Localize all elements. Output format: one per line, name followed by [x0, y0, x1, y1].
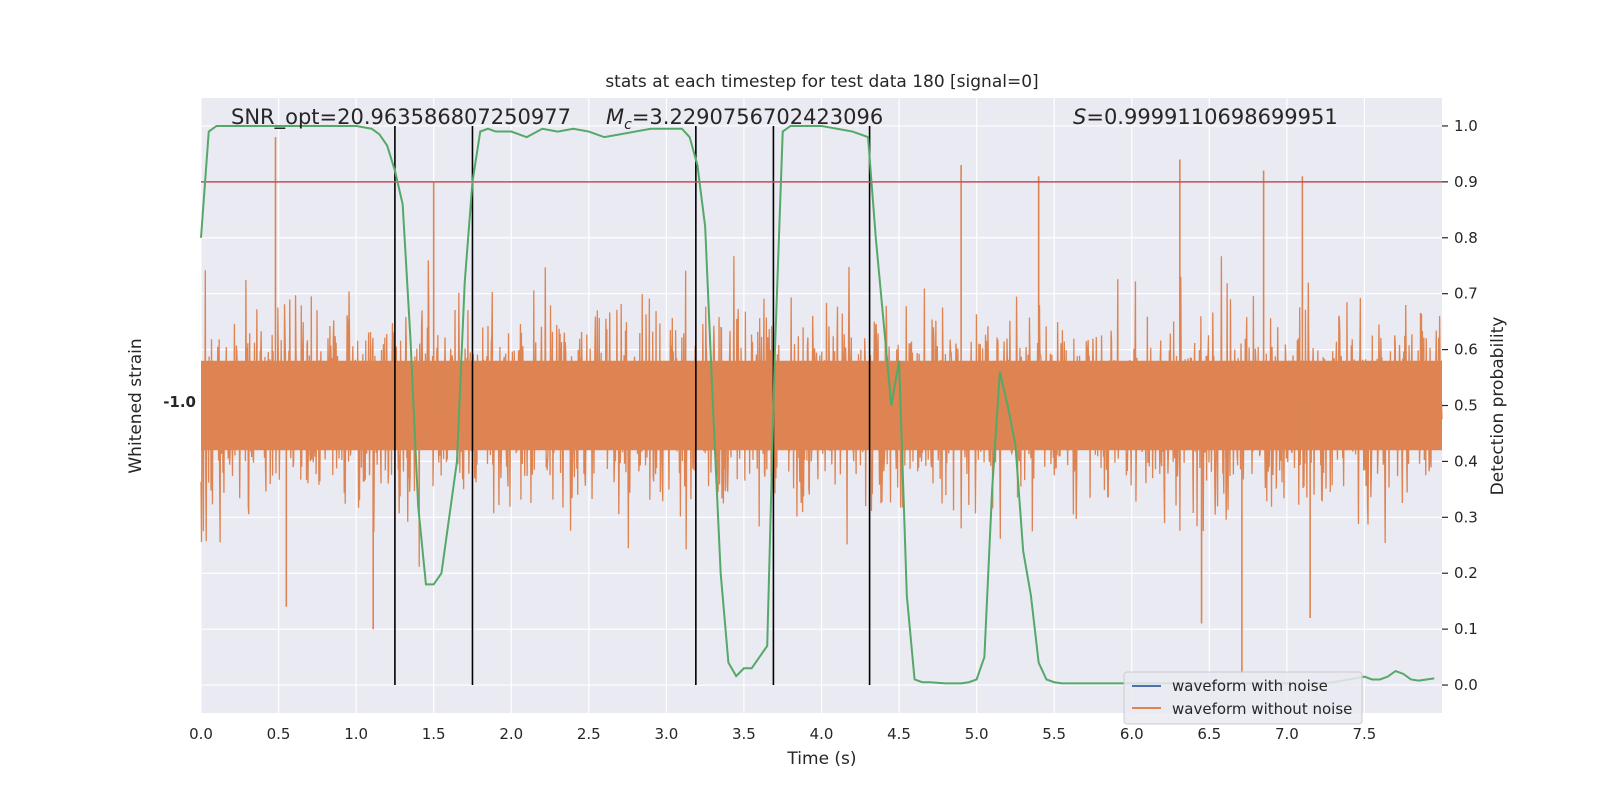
- chirp-mass-subscript: c: [624, 117, 632, 133]
- y-left-axis-label: Whitened strain: [126, 338, 146, 473]
- x-tick-label: 3.5: [732, 725, 756, 743]
- y-right-axis-ticks: 0.0 0.1 0.2 0.3 0.4 0.5 0.6 0.7 0.8 0.9 1.0: [1442, 117, 1478, 694]
- x-tick-label: 6.5: [1197, 725, 1221, 743]
- legend: waveform with noise waveform without noi…: [1123, 671, 1363, 725]
- x-tick-label: 7.0: [1275, 725, 1299, 743]
- legend-label-without-noise: waveform without noise: [1172, 700, 1352, 718]
- x-tick-label: 1.0: [344, 725, 368, 743]
- y-left-tick-label: -1.0: [163, 393, 196, 411]
- x-tick-label: 2.5: [577, 725, 601, 743]
- strain-series: [200, 137, 1443, 674]
- y-right-tick-label: 0.6: [1454, 341, 1478, 359]
- y-right-tick-label: 0.4: [1454, 452, 1478, 470]
- y-right-tick-label: 0.9: [1454, 173, 1478, 191]
- y-right-tick-label: 0.1: [1454, 620, 1478, 638]
- x-tick-label: 3.0: [654, 725, 678, 743]
- y-right-axis-label: Detection probability: [1488, 317, 1508, 496]
- legend-label-with-noise: waveform with noise: [1172, 677, 1328, 695]
- x-tick-label: 5.0: [965, 725, 989, 743]
- x-tick-label: 4.0: [810, 725, 834, 743]
- chart-title: stats at each timestep for test data 180…: [605, 72, 1038, 92]
- y-right-tick-label: 0.8: [1454, 229, 1478, 247]
- y-right-tick-label: 0.5: [1454, 397, 1478, 415]
- x-tick-label: 7.5: [1353, 725, 1377, 743]
- x-axis-ticks: 0.0 0.5 1.0 1.5 2.0 2.5 3.0 3.5 4.0 4.5 5.0 5.5 6.0 6…: [189, 725, 1376, 743]
- legend-box: [1123, 671, 1363, 725]
- chirp-mass-value: =3.2290756702423096: [632, 105, 883, 129]
- x-tick-label: 5.5: [1042, 725, 1066, 743]
- chirp-mass-annotation: Mc=3.2290756702423096: [606, 105, 883, 133]
- y-right-tick-label: 0.2: [1454, 564, 1478, 582]
- x-tick-label: 0.5: [267, 725, 291, 743]
- y-right-tick-label: 1.0: [1454, 117, 1478, 135]
- x-tick-label: 6.0: [1120, 725, 1144, 743]
- chirp-mass-symbol: M: [606, 105, 624, 129]
- y-right-tick-label: 0.7: [1454, 285, 1478, 303]
- snr-annotation: SNR_opt=20.963586807250977: [231, 105, 571, 130]
- y-right-tick-label: 0.0: [1454, 676, 1478, 694]
- x-tick-label: 4.5: [887, 725, 911, 743]
- x-tick-label: 2.0: [499, 725, 523, 743]
- x-tick-label: 0.0: [189, 725, 213, 743]
- s-symbol: S: [1073, 105, 1086, 129]
- x-tick-label: 1.5: [422, 725, 446, 743]
- y-right-tick-label: 0.3: [1454, 508, 1478, 526]
- s-annotation: S=0.9999110698699951: [1073, 105, 1338, 129]
- x-axis-label: Time (s): [786, 749, 856, 769]
- strain-core-band: [201, 360, 1442, 451]
- s-value: =0.9999110698699951: [1086, 105, 1337, 129]
